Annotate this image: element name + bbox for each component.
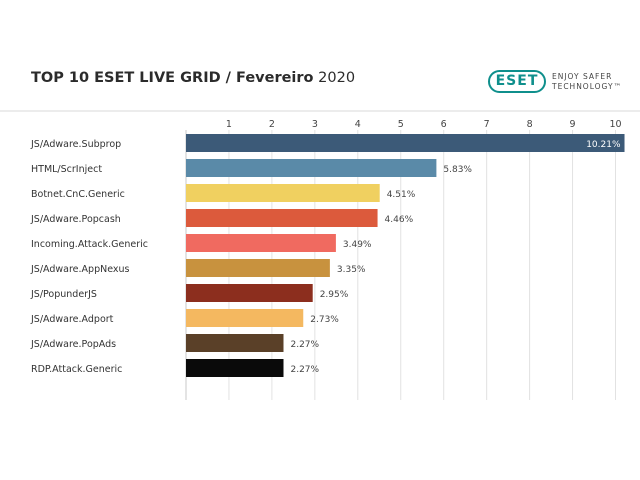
- chart-title: TOP 10 ESET LIVE GRID / Fevereiro 2020: [31, 70, 355, 86]
- x-tick-label: 7: [484, 119, 490, 130]
- bar: [186, 284, 313, 302]
- bar: [186, 309, 304, 327]
- eset-logo-tagline-2: TECHNOLOGY™: [552, 82, 623, 91]
- x-tick-label: 8: [527, 119, 533, 130]
- x-tick-label: 9: [570, 119, 576, 130]
- value-label: 4.51%: [387, 190, 416, 200]
- value-label: 2.27%: [290, 340, 319, 350]
- category-label: RDP.Attack.Generic: [31, 364, 122, 375]
- value-label: 3.49%: [343, 240, 372, 250]
- x-tick-label: 3: [312, 119, 318, 130]
- category-label: HTML/ScrInject: [31, 164, 102, 175]
- value-label: 10.21%: [586, 140, 621, 150]
- bar: [186, 184, 380, 202]
- value-label: 2.95%: [320, 290, 349, 300]
- category-label: JS/Adware.AppNexus: [30, 264, 130, 275]
- category-label: JS/Adware.Subprop: [30, 139, 121, 150]
- eset-logo-tagline-1: ENJOY SAFER: [552, 72, 613, 81]
- bar: [186, 209, 378, 227]
- category-label: JS/PopunderJS: [30, 289, 97, 300]
- x-tick-label: 2: [269, 119, 275, 130]
- value-label: 2.27%: [290, 365, 319, 375]
- bar: [186, 259, 330, 277]
- value-label: 5.83%: [443, 165, 472, 175]
- bar: [186, 234, 336, 252]
- value-label: 3.35%: [337, 265, 366, 275]
- x-tick-label: 10: [609, 119, 621, 130]
- bar: [186, 334, 284, 352]
- bar: [186, 134, 625, 152]
- eset-logo: ESET ENJOY SAFER TECHNOLOGY™: [488, 68, 628, 98]
- chart-title-year: 2020: [318, 70, 356, 86]
- bar: [186, 159, 437, 177]
- category-label: JS/Adware.Adport: [30, 314, 114, 325]
- bar: [186, 359, 284, 377]
- x-tick-label: 1: [226, 119, 232, 130]
- category-label: Botnet.CnC.Generic: [31, 189, 125, 200]
- category-label: Incoming.Attack.Generic: [31, 239, 148, 250]
- value-label: 4.46%: [385, 215, 414, 225]
- value-label: 2.73%: [310, 315, 339, 325]
- category-label: JS/Adware.PopAds: [30, 339, 116, 350]
- x-tick-label: 5: [398, 119, 404, 130]
- eset-logo-badge: ESET: [488, 70, 546, 93]
- x-tick-label: 6: [441, 119, 447, 130]
- x-tick-label: 4: [355, 119, 361, 130]
- category-label: JS/Adware.Popcash: [30, 214, 121, 225]
- chart-title-main: TOP 10 ESET LIVE GRID / Fevereiro: [31, 70, 314, 86]
